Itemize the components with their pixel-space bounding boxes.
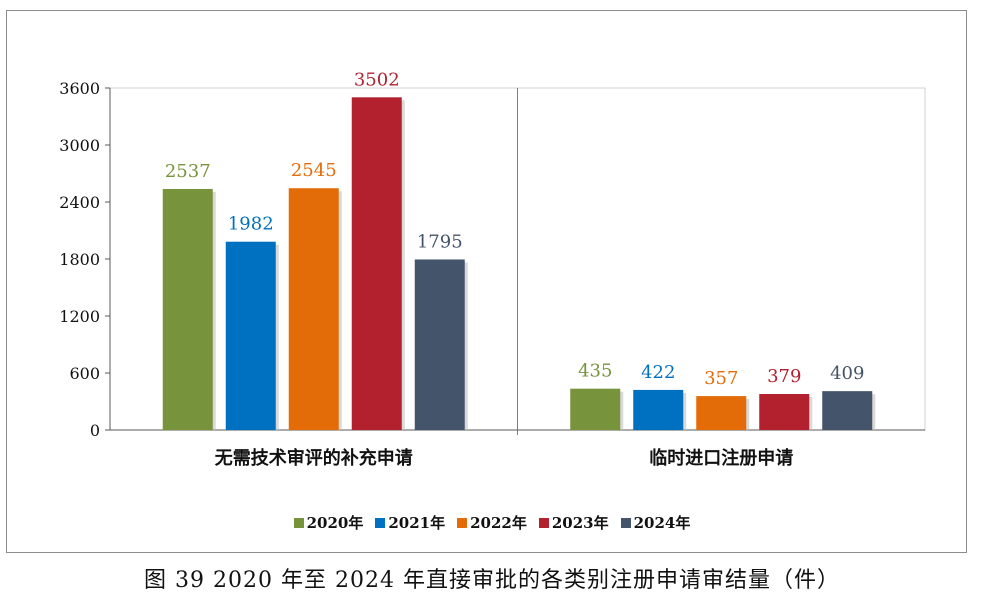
legend-item: 2022年 — [457, 512, 527, 533]
data-label: 409 — [830, 363, 864, 384]
category-label: 临时进口注册申请 — [649, 447, 793, 469]
legend-swatch — [620, 518, 631, 528]
y-tick-label: 3600 — [59, 79, 100, 98]
legend-swatch — [375, 518, 386, 528]
legend-swatch — [538, 518, 549, 528]
bar — [822, 391, 873, 430]
data-label: 2545 — [291, 160, 337, 181]
legend-item: 2021年 — [375, 512, 445, 533]
bar — [570, 388, 621, 430]
bar — [288, 188, 339, 430]
y-tick-label: 1200 — [59, 307, 100, 326]
data-label: 357 — [704, 368, 738, 389]
y-tick-label: 3000 — [59, 136, 100, 155]
bar — [414, 259, 465, 430]
data-label: 1795 — [417, 231, 463, 252]
y-tick-label: 0 — [90, 421, 100, 440]
legend-label: 2021年 — [388, 514, 446, 532]
data-label: 422 — [641, 362, 675, 383]
category-label: 无需技术审评的补充申请 — [215, 447, 413, 469]
chart-frame — [6, 10, 967, 553]
legend-label: 2020年 — [306, 514, 364, 532]
y-tick-label: 600 — [69, 364, 100, 383]
data-label: 2537 — [165, 161, 211, 182]
legend-label: 2023年 — [551, 514, 609, 532]
bar — [696, 396, 747, 430]
plot-area: 0 600 1200 1800 2400 3000 3600 2537 1982 2545 3502… — [59, 69, 926, 469]
y-tick-label: 2400 — [59, 193, 100, 212]
figure-caption: 图 39 2020 年至 2024 年直接审批的各类别注册申请审结量（件） — [144, 568, 840, 593]
legend-swatch — [293, 518, 304, 528]
legend-label: 2024年 — [633, 514, 691, 532]
bar — [162, 188, 213, 430]
bar — [633, 389, 684, 430]
legend-item: 2024年 — [620, 512, 691, 533]
legend-swatch — [457, 518, 468, 528]
data-label: 3502 — [354, 69, 400, 90]
data-label: 1982 — [228, 214, 274, 235]
data-label: 435 — [578, 361, 612, 382]
data-label: 379 — [767, 366, 801, 387]
legend-label: 2022年 — [470, 514, 527, 532]
legend-item: 2020年 — [293, 512, 364, 533]
bar — [759, 393, 810, 430]
bar — [225, 241, 276, 430]
bar — [351, 97, 402, 430]
legend-item: 2023年 — [538, 512, 609, 533]
y-tick-label: 1800 — [59, 250, 100, 269]
legend: 2020年 2021年 2022年 2023年 2024年 — [0, 512, 984, 533]
